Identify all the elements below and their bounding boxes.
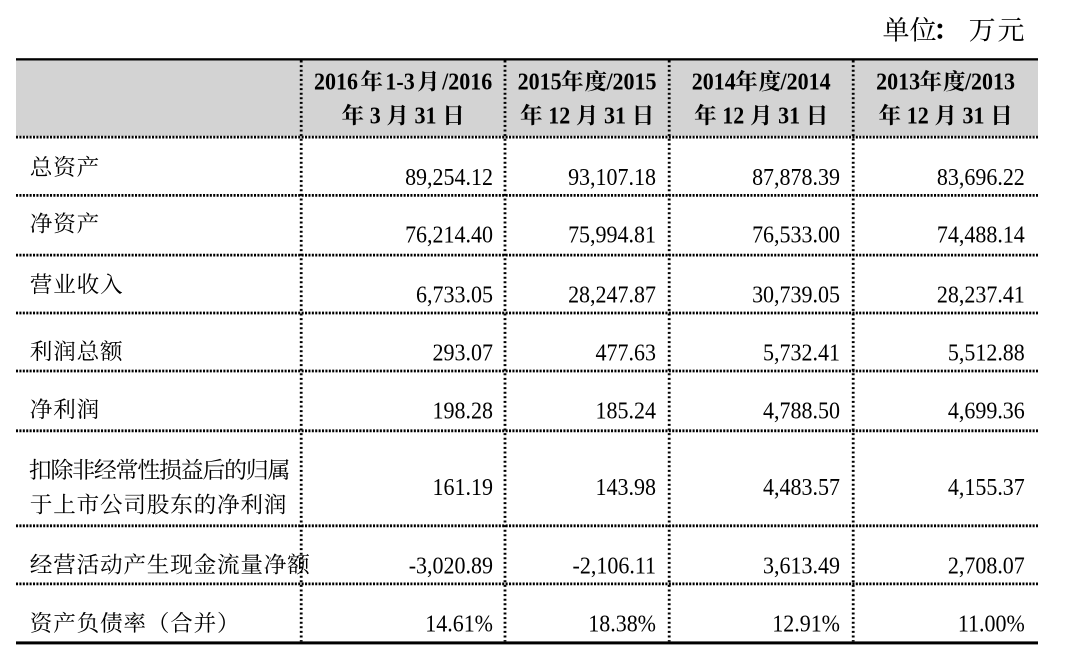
svg-text:12: 12	[907, 102, 929, 129]
svg-text:30,739.05: 30,739.05	[752, 282, 840, 309]
svg-text:3,613.49: 3,613.49	[763, 552, 840, 579]
svg-text:/2015: /2015	[605, 68, 656, 95]
svg-text:4,699.36: 4,699.36	[948, 398, 1025, 425]
svg-text:76,533.00: 76,533.00	[752, 222, 840, 249]
svg-text:4,788.50: 4,788.50	[763, 398, 840, 425]
svg-text:293.07: 293.07	[433, 340, 493, 367]
svg-text:1-3: 1-3	[385, 68, 414, 95]
svg-text:5,732.41: 5,732.41	[763, 340, 840, 367]
svg-text:76,214.40: 76,214.40	[405, 222, 493, 249]
svg-text:14.61%: 14.61%	[425, 610, 493, 637]
svg-text:31: 31	[415, 102, 437, 129]
svg-text:477.63: 477.63	[596, 340, 656, 367]
svg-text:31: 31	[963, 102, 985, 129]
svg-text:12: 12	[548, 102, 570, 129]
svg-text:198.28: 198.28	[433, 398, 493, 425]
svg-text:143.98: 143.98	[596, 474, 656, 501]
svg-text:2014: 2014	[692, 68, 736, 95]
svg-text:31: 31	[604, 102, 626, 129]
svg-text:11.00%: 11.00%	[958, 610, 1025, 637]
svg-text:4,155.37: 4,155.37	[948, 474, 1025, 501]
svg-text:185.24: 185.24	[596, 398, 657, 425]
svg-text:2013: 2013	[876, 68, 920, 95]
svg-text:4,483.57: 4,483.57	[763, 474, 840, 501]
svg-text:161.19: 161.19	[433, 474, 493, 501]
svg-text:/2013: /2013	[964, 68, 1015, 95]
svg-text:-3,020.89: -3,020.89	[409, 552, 493, 579]
svg-text:2015: 2015	[518, 68, 562, 95]
svg-text:5,512.88: 5,512.88	[948, 340, 1025, 367]
svg-text:2,708.07: 2,708.07	[948, 552, 1025, 579]
svg-text:74,488.14: 74,488.14	[937, 222, 1025, 249]
svg-text:75,994.81: 75,994.81	[568, 222, 656, 249]
svg-text:12.91%: 12.91%	[772, 610, 840, 637]
svg-text:31: 31	[778, 102, 800, 129]
svg-text:28,247.87: 28,247.87	[568, 282, 656, 309]
svg-text:6,733.05: 6,733.05	[416, 282, 493, 309]
svg-text:-2,106.11: -2,106.11	[573, 552, 656, 579]
svg-text:28,237.41: 28,237.41	[937, 282, 1025, 309]
svg-text:83,696.22: 83,696.22	[937, 164, 1025, 191]
svg-text:89,254.12: 89,254.12	[405, 164, 493, 191]
svg-text:12: 12	[722, 102, 744, 129]
svg-text:/2016: /2016	[441, 68, 492, 95]
svg-text:18.38%: 18.38%	[588, 610, 656, 637]
svg-text:87,878.39: 87,878.39	[752, 164, 840, 191]
svg-text:/2014: /2014	[780, 68, 831, 95]
svg-text:93,107.18: 93,107.18	[568, 164, 656, 191]
svg-text:2016: 2016	[314, 68, 358, 95]
svg-text:3: 3	[370, 102, 381, 129]
